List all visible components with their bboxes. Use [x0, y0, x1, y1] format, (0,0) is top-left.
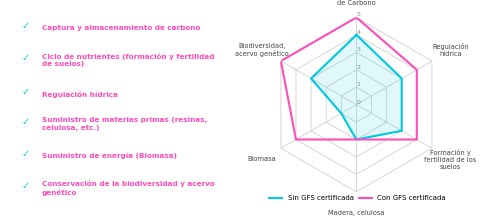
- Text: ✓: ✓: [22, 21, 30, 31]
- Polygon shape: [311, 35, 402, 140]
- Text: ✓: ✓: [22, 117, 30, 127]
- FancyBboxPatch shape: [235, 0, 480, 218]
- Text: ✓: ✓: [22, 149, 30, 159]
- FancyBboxPatch shape: [0, 0, 240, 218]
- Text: Ciclo de nutrientes (formación y fertilidad
de suelos): Ciclo de nutrientes (formación y fertili…: [42, 53, 214, 67]
- Text: Suministro de energía (Biomasa): Suministro de energía (Biomasa): [42, 153, 177, 159]
- Text: Captura y almacenamiento de carbono: Captura y almacenamiento de carbono: [42, 25, 200, 31]
- Legend: Sin GFS certificada, Con GFS certificada: Sin GFS certificada, Con GFS certificada: [267, 192, 448, 204]
- Text: Suministro de materias primas (resinas,
celulosa, etc.): Suministro de materias primas (resinas, …: [42, 117, 207, 131]
- Text: Conservación de la biodiversidad y acervo
genético: Conservación de la biodiversidad y acerv…: [42, 180, 215, 196]
- Text: ✓: ✓: [22, 53, 30, 63]
- Text: Regulación hídrica: Regulación hídrica: [42, 90, 118, 97]
- Text: ✓: ✓: [22, 181, 30, 191]
- Text: ✓: ✓: [22, 87, 30, 97]
